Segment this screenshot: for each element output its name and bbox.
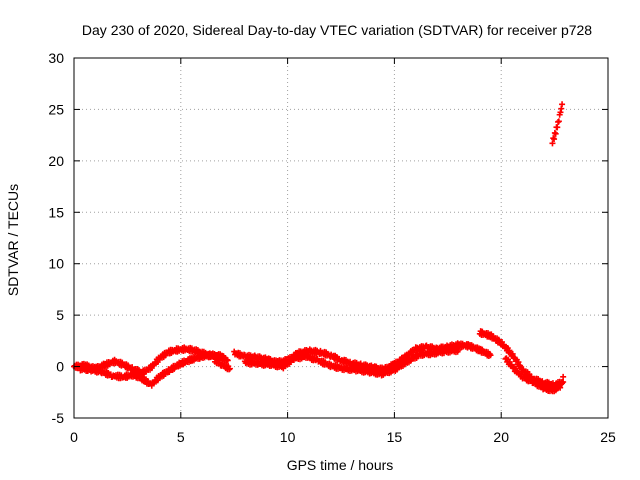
y-tick-label: 15 [48, 204, 64, 220]
y-tick-label: 10 [48, 256, 64, 272]
data-point [551, 136, 558, 143]
data-point [557, 109, 564, 116]
data-point [506, 358, 513, 365]
data-point [487, 352, 494, 359]
data-point [558, 105, 565, 112]
data-point [224, 357, 231, 364]
chart-title: Day 230 of 2020, Sidereal Day-to-day VTE… [82, 22, 592, 38]
axis-ticks: 0 5 10 15 20 25 -5 0 5 10 15 20 25 30 [48, 50, 616, 445]
data-points [71, 101, 567, 395]
data-point [552, 130, 559, 137]
data-point [554, 124, 561, 131]
y-tick-label: 0 [56, 359, 64, 375]
data-point [560, 373, 567, 380]
series-sat-h [549, 101, 566, 147]
data-point [555, 118, 562, 125]
data-point [559, 380, 566, 387]
x-tick-label: 10 [280, 429, 296, 445]
y-tick-label: 30 [48, 50, 64, 66]
plot-frame [73, 57, 609, 419]
data-point [455, 347, 462, 354]
data-point [509, 350, 516, 357]
y-tick-label: 20 [48, 153, 64, 169]
series-sat-b [77, 350, 227, 389]
data-point [550, 135, 557, 142]
series-sat-c [211, 356, 233, 373]
data-point [557, 384, 564, 391]
data-point [551, 129, 558, 136]
x-tick-label: 15 [387, 429, 403, 445]
y-axis-label: SDTVAR / TECUs [5, 184, 21, 296]
series-sat-e [241, 345, 462, 379]
x-tick-label: 0 [70, 429, 78, 445]
data-point [154, 359, 161, 366]
data-point [220, 353, 227, 360]
x-axis-label: GPS time / hours [287, 457, 394, 473]
data-point [226, 365, 233, 372]
series-sat-g [502, 355, 567, 395]
data-point [226, 366, 233, 373]
x-tick-label: 25 [600, 429, 616, 445]
data-point [549, 140, 556, 147]
x-tick-label: 20 [493, 429, 509, 445]
x-tick-label: 5 [177, 429, 185, 445]
y-tick-label: 25 [48, 101, 64, 117]
data-point [515, 359, 522, 366]
y-tick-label: 5 [56, 307, 64, 323]
data-point [558, 381, 565, 388]
data-point [559, 101, 566, 108]
y-tick-label: -5 [52, 410, 65, 426]
